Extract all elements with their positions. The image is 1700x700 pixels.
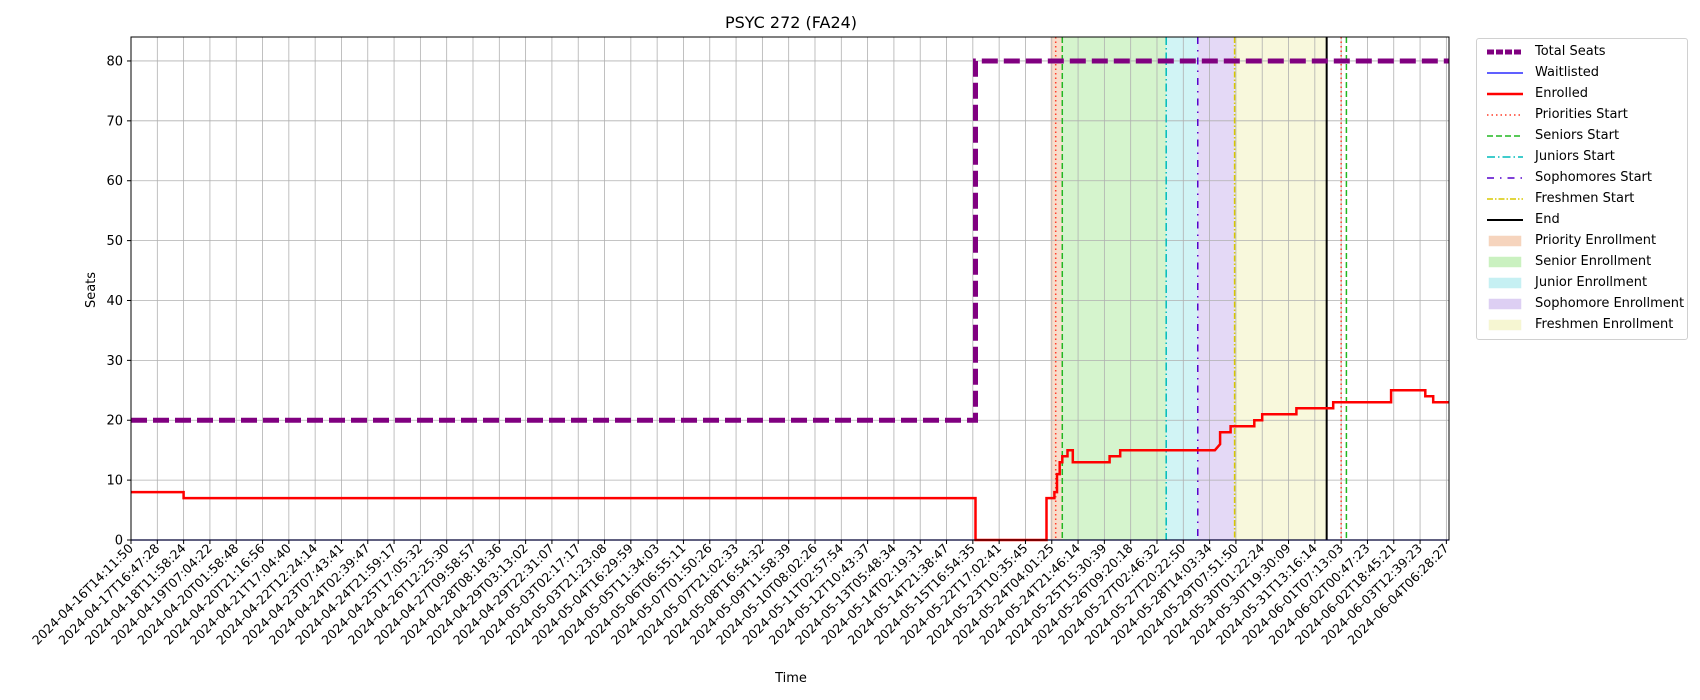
legend: Total Seats Waitlisted Enrolled Priorities … bbox=[1476, 38, 1688, 340]
y-tick-label: 70 bbox=[106, 114, 123, 129]
legend-key bbox=[1487, 197, 1523, 200]
y-tick-label: 40 bbox=[106, 294, 123, 309]
y-tick-label: 30 bbox=[106, 354, 123, 369]
legend-swatch bbox=[1488, 277, 1522, 288]
y-tick-label: 0 bbox=[115, 534, 123, 549]
y-tick-label: 50 bbox=[106, 234, 123, 249]
legend-label: Seniors Start bbox=[1535, 128, 1620, 143]
legend-key bbox=[1487, 113, 1523, 116]
legend-key bbox=[1487, 218, 1523, 221]
legend-label: Freshmen Enrollment bbox=[1535, 317, 1674, 332]
region-sophomore-enrollment bbox=[1197, 37, 1235, 540]
legend-label: Freshmen Start bbox=[1535, 191, 1635, 206]
legend-key bbox=[1487, 49, 1523, 54]
legend-key bbox=[1487, 71, 1523, 74]
series-total-seats bbox=[131, 58, 1449, 423]
legend-item-freshmen-enrollment: Freshmen Enrollment bbox=[1477, 314, 1687, 335]
legend-label: Sophomore Enrollment bbox=[1535, 296, 1685, 311]
legend-key bbox=[1488, 277, 1522, 288]
region-freshmen-enrollment bbox=[1234, 37, 1327, 540]
legend-swatch bbox=[1488, 319, 1522, 330]
legend-key bbox=[1487, 92, 1523, 95]
legend-label: End bbox=[1535, 212, 1560, 227]
legend-key bbox=[1487, 155, 1523, 158]
legend-key bbox=[1488, 256, 1522, 267]
legend-key bbox=[1488, 298, 1522, 309]
legend-label: Priorities Start bbox=[1535, 107, 1628, 122]
legend-swatch bbox=[1488, 298, 1522, 309]
legend-key bbox=[1487, 134, 1523, 137]
legend-label: Total Seats bbox=[1535, 44, 1606, 59]
y-tick-label: 80 bbox=[106, 54, 123, 69]
legend-label: Priority Enrollment bbox=[1535, 233, 1657, 248]
legend-item-freshmen-start: Freshmen Start bbox=[1477, 188, 1687, 209]
legend-label: Senior Enrollment bbox=[1535, 254, 1652, 269]
legend-item-enrolled: Enrolled bbox=[1477, 83, 1687, 104]
legend-item-waitlisted: Waitlisted bbox=[1477, 62, 1687, 83]
legend-item-juniors-start: Juniors Start bbox=[1477, 146, 1687, 167]
y-tick-label: 10 bbox=[106, 474, 123, 489]
legend-item-sophomores-start: Sophomores Start bbox=[1477, 167, 1687, 188]
series-enrolled bbox=[131, 389, 1449, 542]
x-axis-label: Time bbox=[774, 671, 807, 686]
legend-swatch bbox=[1488, 256, 1522, 267]
y-axis-label: Seats bbox=[84, 272, 99, 308]
region-junior-enrollment bbox=[1166, 37, 1198, 540]
axes bbox=[130, 36, 1450, 541]
y-tick-label: 20 bbox=[106, 414, 123, 429]
legend-key bbox=[1488, 319, 1522, 330]
shaded-regions bbox=[1050, 37, 1327, 540]
legend-item-priorities-start: Priorities Start bbox=[1477, 104, 1687, 125]
legend-label: Junior Enrollment bbox=[1535, 275, 1648, 290]
plot-frame bbox=[130, 36, 1450, 541]
y-ticks: 0 10 20 30 40 50 60 70 80 bbox=[106, 54, 131, 549]
legend-item-seniors-start: Seniors Start bbox=[1477, 125, 1687, 146]
legend-label: Waitlisted bbox=[1535, 65, 1600, 80]
legend-item-priority-enrollment: Priority Enrollment bbox=[1477, 230, 1687, 251]
legend-item-sophomore-enrollment: Sophomore Enrollment bbox=[1477, 293, 1687, 314]
region-priority-enrollment bbox=[1050, 37, 1063, 540]
legend-key bbox=[1488, 235, 1522, 246]
y-tick-label: 60 bbox=[106, 174, 123, 189]
legend-item-senior-enrollment: Senior Enrollment bbox=[1477, 251, 1687, 272]
legend-swatch bbox=[1488, 235, 1522, 246]
legend-item-junior-enrollment: Junior Enrollment bbox=[1477, 272, 1687, 293]
x-ticks: 2024-04-16T14:11:502024-04-17T16:47:2820… bbox=[29, 540, 1451, 648]
grid bbox=[130, 37, 1449, 541]
legend-key bbox=[1487, 176, 1523, 179]
legend-label: Sophomores Start bbox=[1535, 170, 1652, 185]
legend-label: Juniors Start bbox=[1535, 149, 1615, 164]
chart-title: PSYC 272 (FA24) bbox=[725, 13, 857, 32]
legend-item-end: End bbox=[1477, 209, 1687, 230]
legend-label: Enrolled bbox=[1535, 86, 1588, 101]
legend-item-total-seats: Total Seats bbox=[1477, 41, 1687, 62]
